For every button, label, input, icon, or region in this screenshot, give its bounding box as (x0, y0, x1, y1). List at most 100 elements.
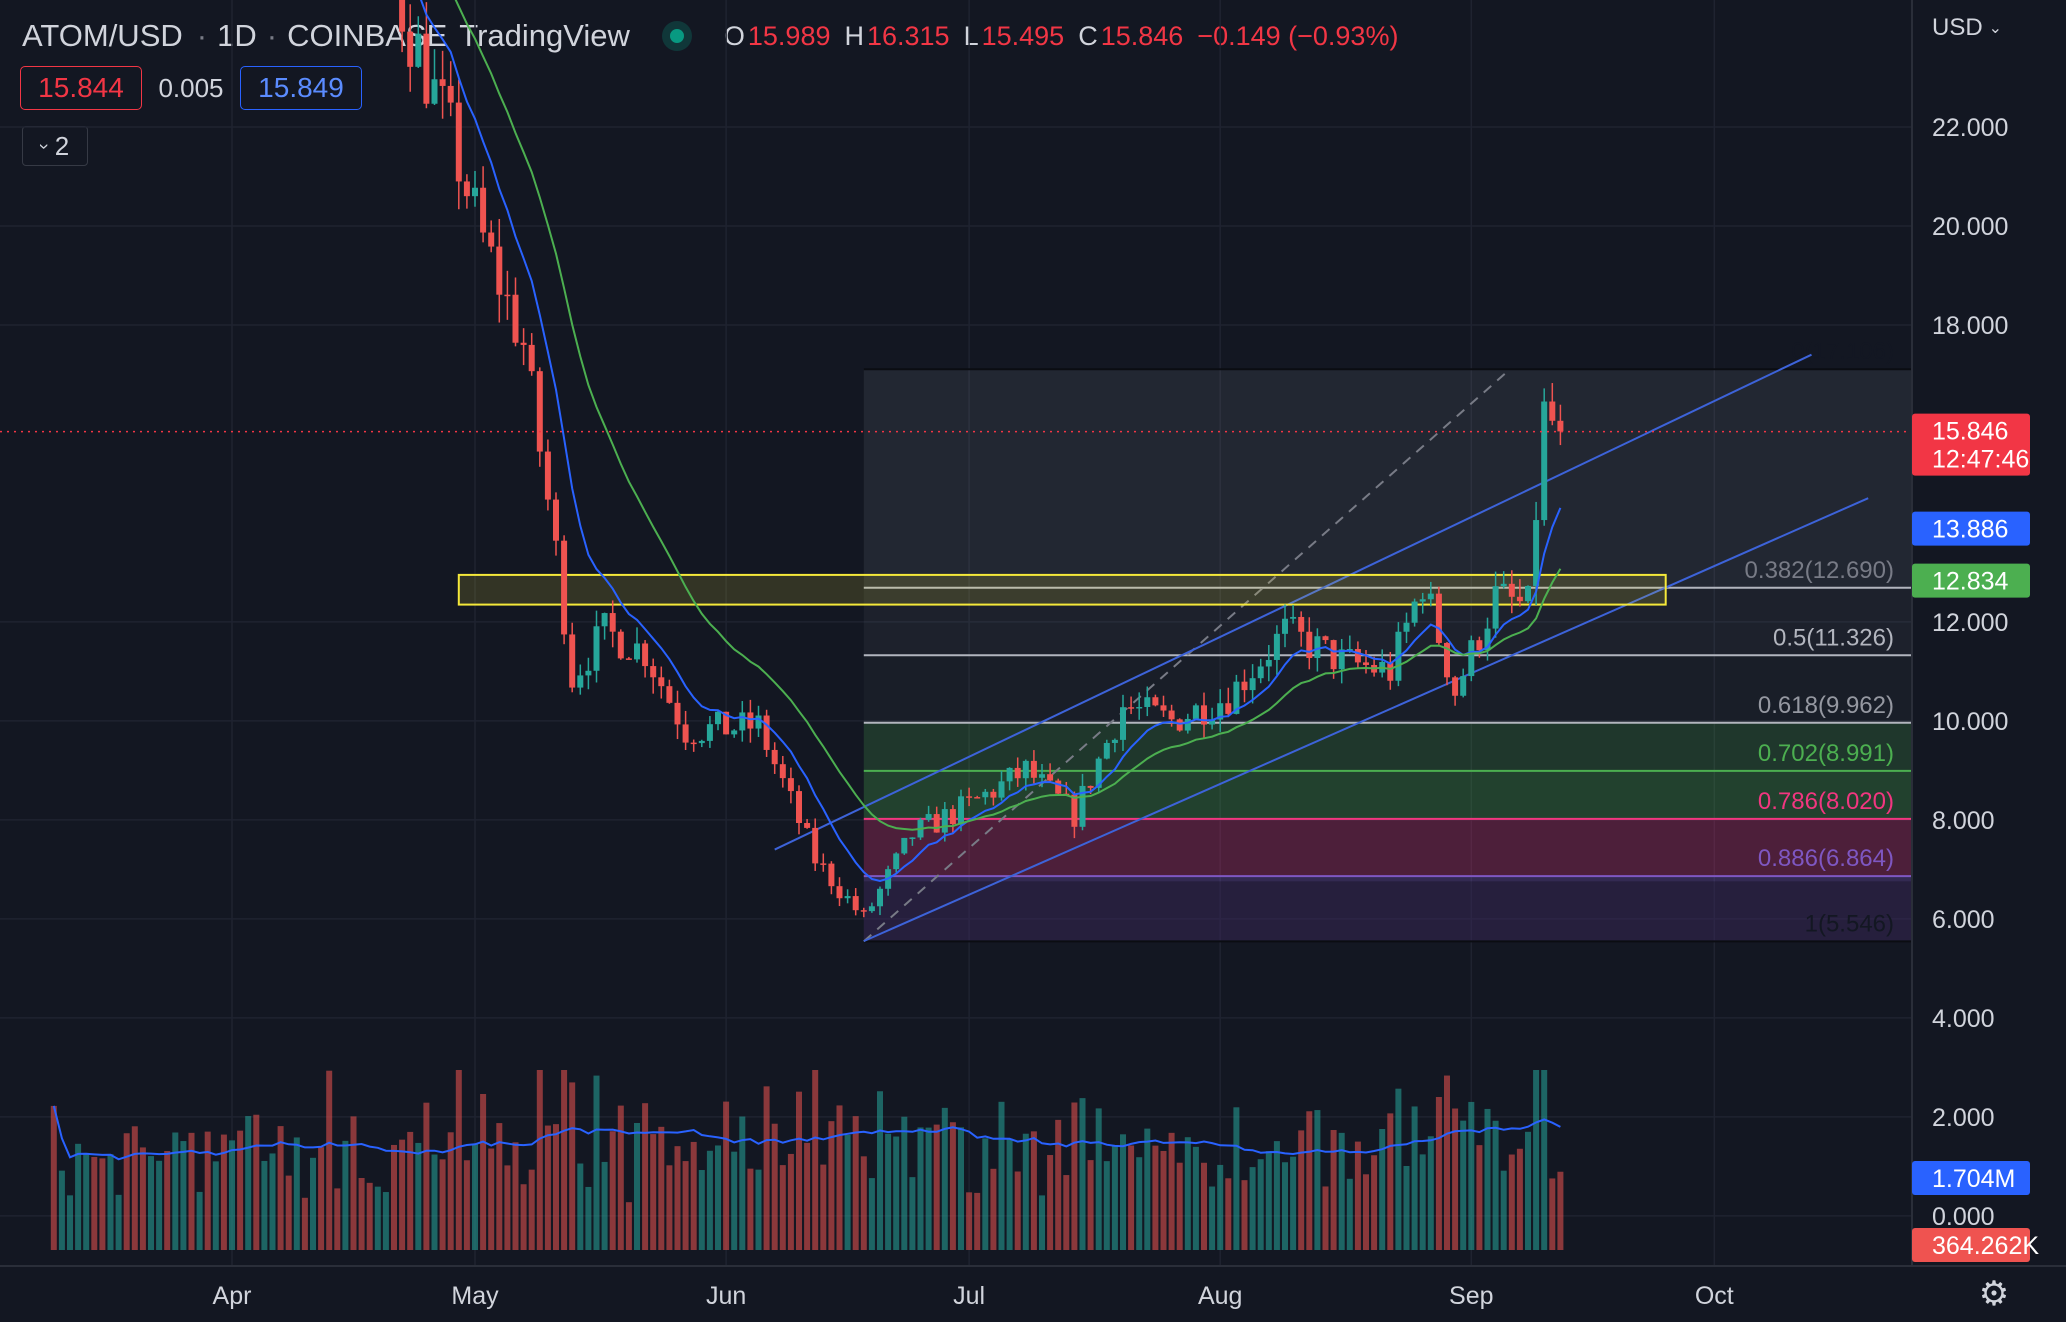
channel-line-0 (774, 353, 1812, 851)
symbol-name[interactable]: ATOM/USD (22, 18, 183, 53)
candle-body (698, 740, 705, 744)
candle-body (1525, 585, 1531, 602)
volume-bar (1273, 1141, 1280, 1250)
support-zone[interactable] (457, 573, 1667, 606)
volume-bar (1063, 1175, 1070, 1250)
buy-price-button[interactable]: 15.849 (240, 66, 362, 110)
candle-body (1201, 705, 1207, 725)
volume-bar (723, 1101, 730, 1250)
volume-bar (245, 1116, 252, 1250)
candle-body (1403, 622, 1410, 632)
candle-body (423, 33, 430, 104)
candle-body (1039, 774, 1045, 778)
volume-bar (496, 1123, 503, 1250)
sell-price-button[interactable]: 15.844 (20, 66, 142, 110)
volume-bar (1030, 1131, 1037, 1250)
time-axis[interactable]: Apr May Jun Jul Aug Sep Oct (0, 1265, 2066, 1310)
volume-bar (836, 1105, 843, 1250)
volume-bar (358, 1178, 365, 1250)
candle-body (1192, 705, 1199, 719)
candle-body (796, 791, 802, 824)
volume-bar (787, 1153, 794, 1250)
volume-bar (1192, 1146, 1199, 1250)
volume-bar (941, 1107, 948, 1250)
candle-body (455, 102, 462, 182)
candle-body (982, 791, 989, 798)
candle-body (504, 294, 511, 297)
fib-band-base (863, 881, 1912, 942)
price-axis[interactable]: 22.000 20.000 18.000 12.000 10.000 8.000 6.000… (1911, 0, 2008, 1266)
fib-label-3: 0.618(9.962) (1758, 692, 1894, 719)
volume-bar (949, 1122, 956, 1250)
currency-menu[interactable]: USD ⌄ (1932, 14, 2002, 42)
ema-slow-label-bg (1912, 563, 2030, 598)
interval[interactable]: 1D (217, 18, 257, 53)
x-tick-label-4: Aug (1198, 1282, 1242, 1310)
volume-bar (1338, 1132, 1345, 1250)
volume-bar (1241, 1180, 1248, 1250)
candle-body (787, 778, 794, 792)
volume-bar (974, 1192, 981, 1250)
candle-body (577, 675, 584, 688)
fib-retracement[interactable]: 0(17.106) 0.382(12.690) 0.5(11.326) 0.618(9… (774, 338, 1912, 943)
volume-bar (1306, 1111, 1313, 1250)
candle-body (682, 724, 689, 743)
candle-body (1006, 767, 1013, 782)
volume-bar (682, 1161, 689, 1250)
volume-bar (544, 1125, 551, 1250)
volume-bar (188, 1132, 195, 1250)
indicator-lines (0, 0, 1912, 883)
volume-bar (204, 1131, 211, 1250)
x-tick-label-0: Apr (213, 1282, 252, 1310)
volume-bar (237, 1130, 244, 1250)
volume-bar (326, 1070, 333, 1250)
candle-body (1111, 739, 1118, 743)
volume-bar (399, 1139, 406, 1250)
indicators-toggle-button[interactable]: › 2 (22, 126, 88, 166)
chevron-down-icon: ⌄ (1988, 20, 2003, 37)
candle-body (1184, 718, 1191, 731)
volume-bar (342, 1140, 349, 1250)
candle-body (1476, 640, 1483, 651)
channel-line-1 (863, 497, 1869, 943)
header-separator-1: · (196, 18, 208, 53)
candle-body (812, 827, 819, 864)
volume-label-bg-1 (1912, 1228, 2030, 1262)
candle-body (1209, 719, 1216, 725)
volume-bar (1330, 1130, 1337, 1250)
candle-body (585, 670, 592, 676)
y-tick-label-2: 18.000 (1932, 312, 2008, 340)
last-price-label-bg (1912, 413, 2030, 476)
fib-label-5: 0.786(8.020) (1758, 788, 1894, 815)
volume-bar (1152, 1145, 1159, 1250)
volume-ma-line (52, 1105, 1561, 1161)
candle-body (1233, 681, 1240, 714)
volume-bar (131, 1126, 138, 1250)
candle-body (1103, 742, 1110, 759)
volume-bar (609, 1131, 616, 1250)
volume-bar (1484, 1108, 1491, 1250)
volume-bar (674, 1146, 681, 1250)
volume-bar (1533, 1070, 1540, 1250)
volume-bar (715, 1145, 721, 1250)
candle-body (1160, 705, 1167, 711)
candle-body (731, 730, 738, 735)
candle-body (1144, 697, 1151, 707)
volume-bar (107, 1154, 114, 1250)
candle-body (415, 33, 422, 67)
candle-body (674, 702, 681, 725)
volume-bar (1492, 1120, 1499, 1250)
volume-bar (1468, 1101, 1475, 1250)
volume-bar (747, 1168, 754, 1250)
volume-bar (755, 1169, 762, 1250)
volume-bar (374, 1186, 381, 1250)
gear-icon[interactable]: ⚙ (1978, 1275, 2010, 1313)
last-price-label: 15.846 (1932, 418, 2008, 446)
volume-bar (472, 1143, 478, 1250)
candle-body (1419, 599, 1426, 602)
candle-body (974, 797, 981, 799)
volume-bar (796, 1091, 802, 1250)
volume-bar (1371, 1155, 1378, 1250)
volume-bar (1128, 1145, 1135, 1250)
